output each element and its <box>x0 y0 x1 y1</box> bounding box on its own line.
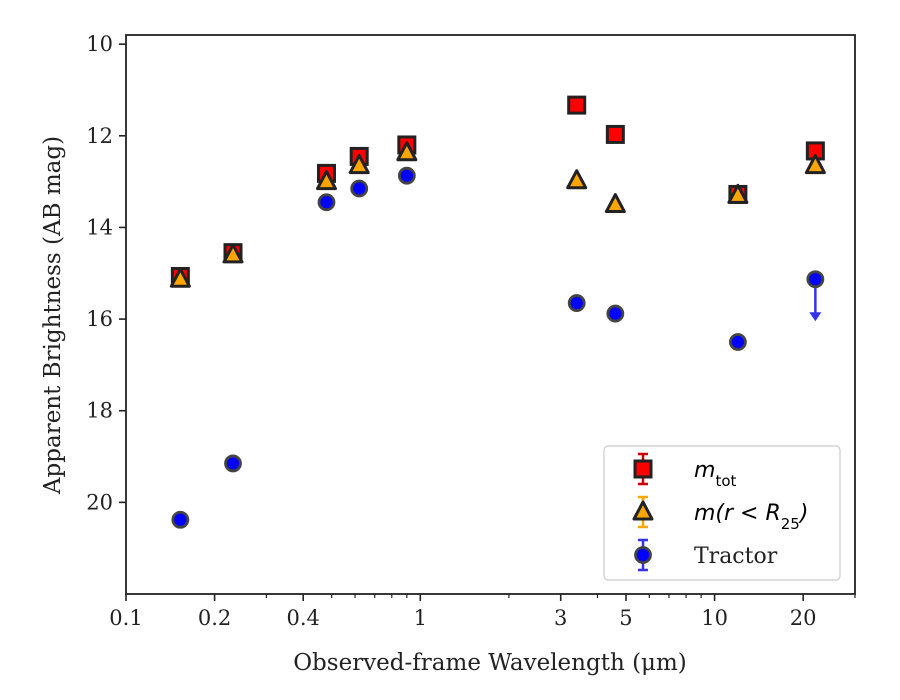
legend-entry-label: mtot <box>694 458 736 490</box>
x-tick-label: 0.1 <box>109 606 142 630</box>
triangle-marker <box>632 500 654 521</box>
legend-entry-text: m <box>694 458 715 483</box>
legend-entry-text: Tractor <box>694 544 778 569</box>
triangle-marker <box>396 141 418 162</box>
triangle-marker <box>727 183 749 204</box>
triangle-marker <box>348 154 370 175</box>
axes: 0.1 0.2 0.4 1 3 5 10 20 10 12 14 16 18 20 <box>86 32 856 630</box>
y-tick-label: 20 <box>86 490 113 514</box>
series-triangle <box>169 141 826 288</box>
triangle-marker <box>566 169 588 190</box>
legend-entry-subscript: tot <box>715 472 736 490</box>
legend-entry-label: Tractor <box>694 544 778 569</box>
y-tick-label: 18 <box>86 399 113 423</box>
x-tick-label: 0.4 <box>286 606 319 630</box>
x-tick-label: 1 <box>414 606 427 630</box>
x-axis-label: Observed-frame Wavelength (μm) <box>293 650 687 676</box>
legend-entry-suffix: ) <box>798 501 809 526</box>
circle-marker <box>606 304 625 323</box>
series-square <box>170 95 825 286</box>
legend-entry-subscript: 25 <box>781 515 800 533</box>
circle-marker <box>224 454 242 473</box>
circle-marker <box>567 294 586 312</box>
square-marker <box>633 459 653 479</box>
square-marker <box>605 124 625 144</box>
upper-limit-arrow <box>809 312 822 322</box>
x-tick-label: 0.2 <box>198 606 231 630</box>
legend-entry-text: m(r < R <box>694 501 781 526</box>
y-tick-label: 12 <box>86 124 113 148</box>
y-axis-label: Apparent Brightness (AB mag) <box>40 136 66 495</box>
legend: mtot m(r < R25) Tractor <box>603 445 841 581</box>
circle-marker <box>728 333 747 351</box>
circle-marker <box>317 193 336 212</box>
circle-marker <box>806 270 825 289</box>
triangle-marker <box>315 170 337 191</box>
triangle-marker <box>169 267 191 288</box>
x-tick-label: 3 <box>554 606 567 630</box>
circle-marker <box>634 546 652 564</box>
plot-marks <box>169 95 826 529</box>
legend-box <box>603 445 841 581</box>
square-marker <box>567 95 587 115</box>
circle-marker <box>350 179 369 198</box>
circle-marker <box>171 510 190 529</box>
y-tick-label: 16 <box>86 307 113 331</box>
triangle-marker <box>804 154 826 175</box>
circle-marker <box>397 166 416 185</box>
y-tick-label: 10 <box>86 32 113 56</box>
series-circle <box>171 166 825 529</box>
y-tick-label: 14 <box>86 215 113 239</box>
x-tick-label: 10 <box>701 606 728 630</box>
x-tick-label: 20 <box>790 606 817 630</box>
x-tick-label: 5 <box>619 606 632 630</box>
plot-frame <box>125 34 856 595</box>
legend-entry-label: m(r < R25) <box>694 501 808 533</box>
triangle-marker <box>222 243 244 264</box>
triangle-marker <box>604 193 626 214</box>
